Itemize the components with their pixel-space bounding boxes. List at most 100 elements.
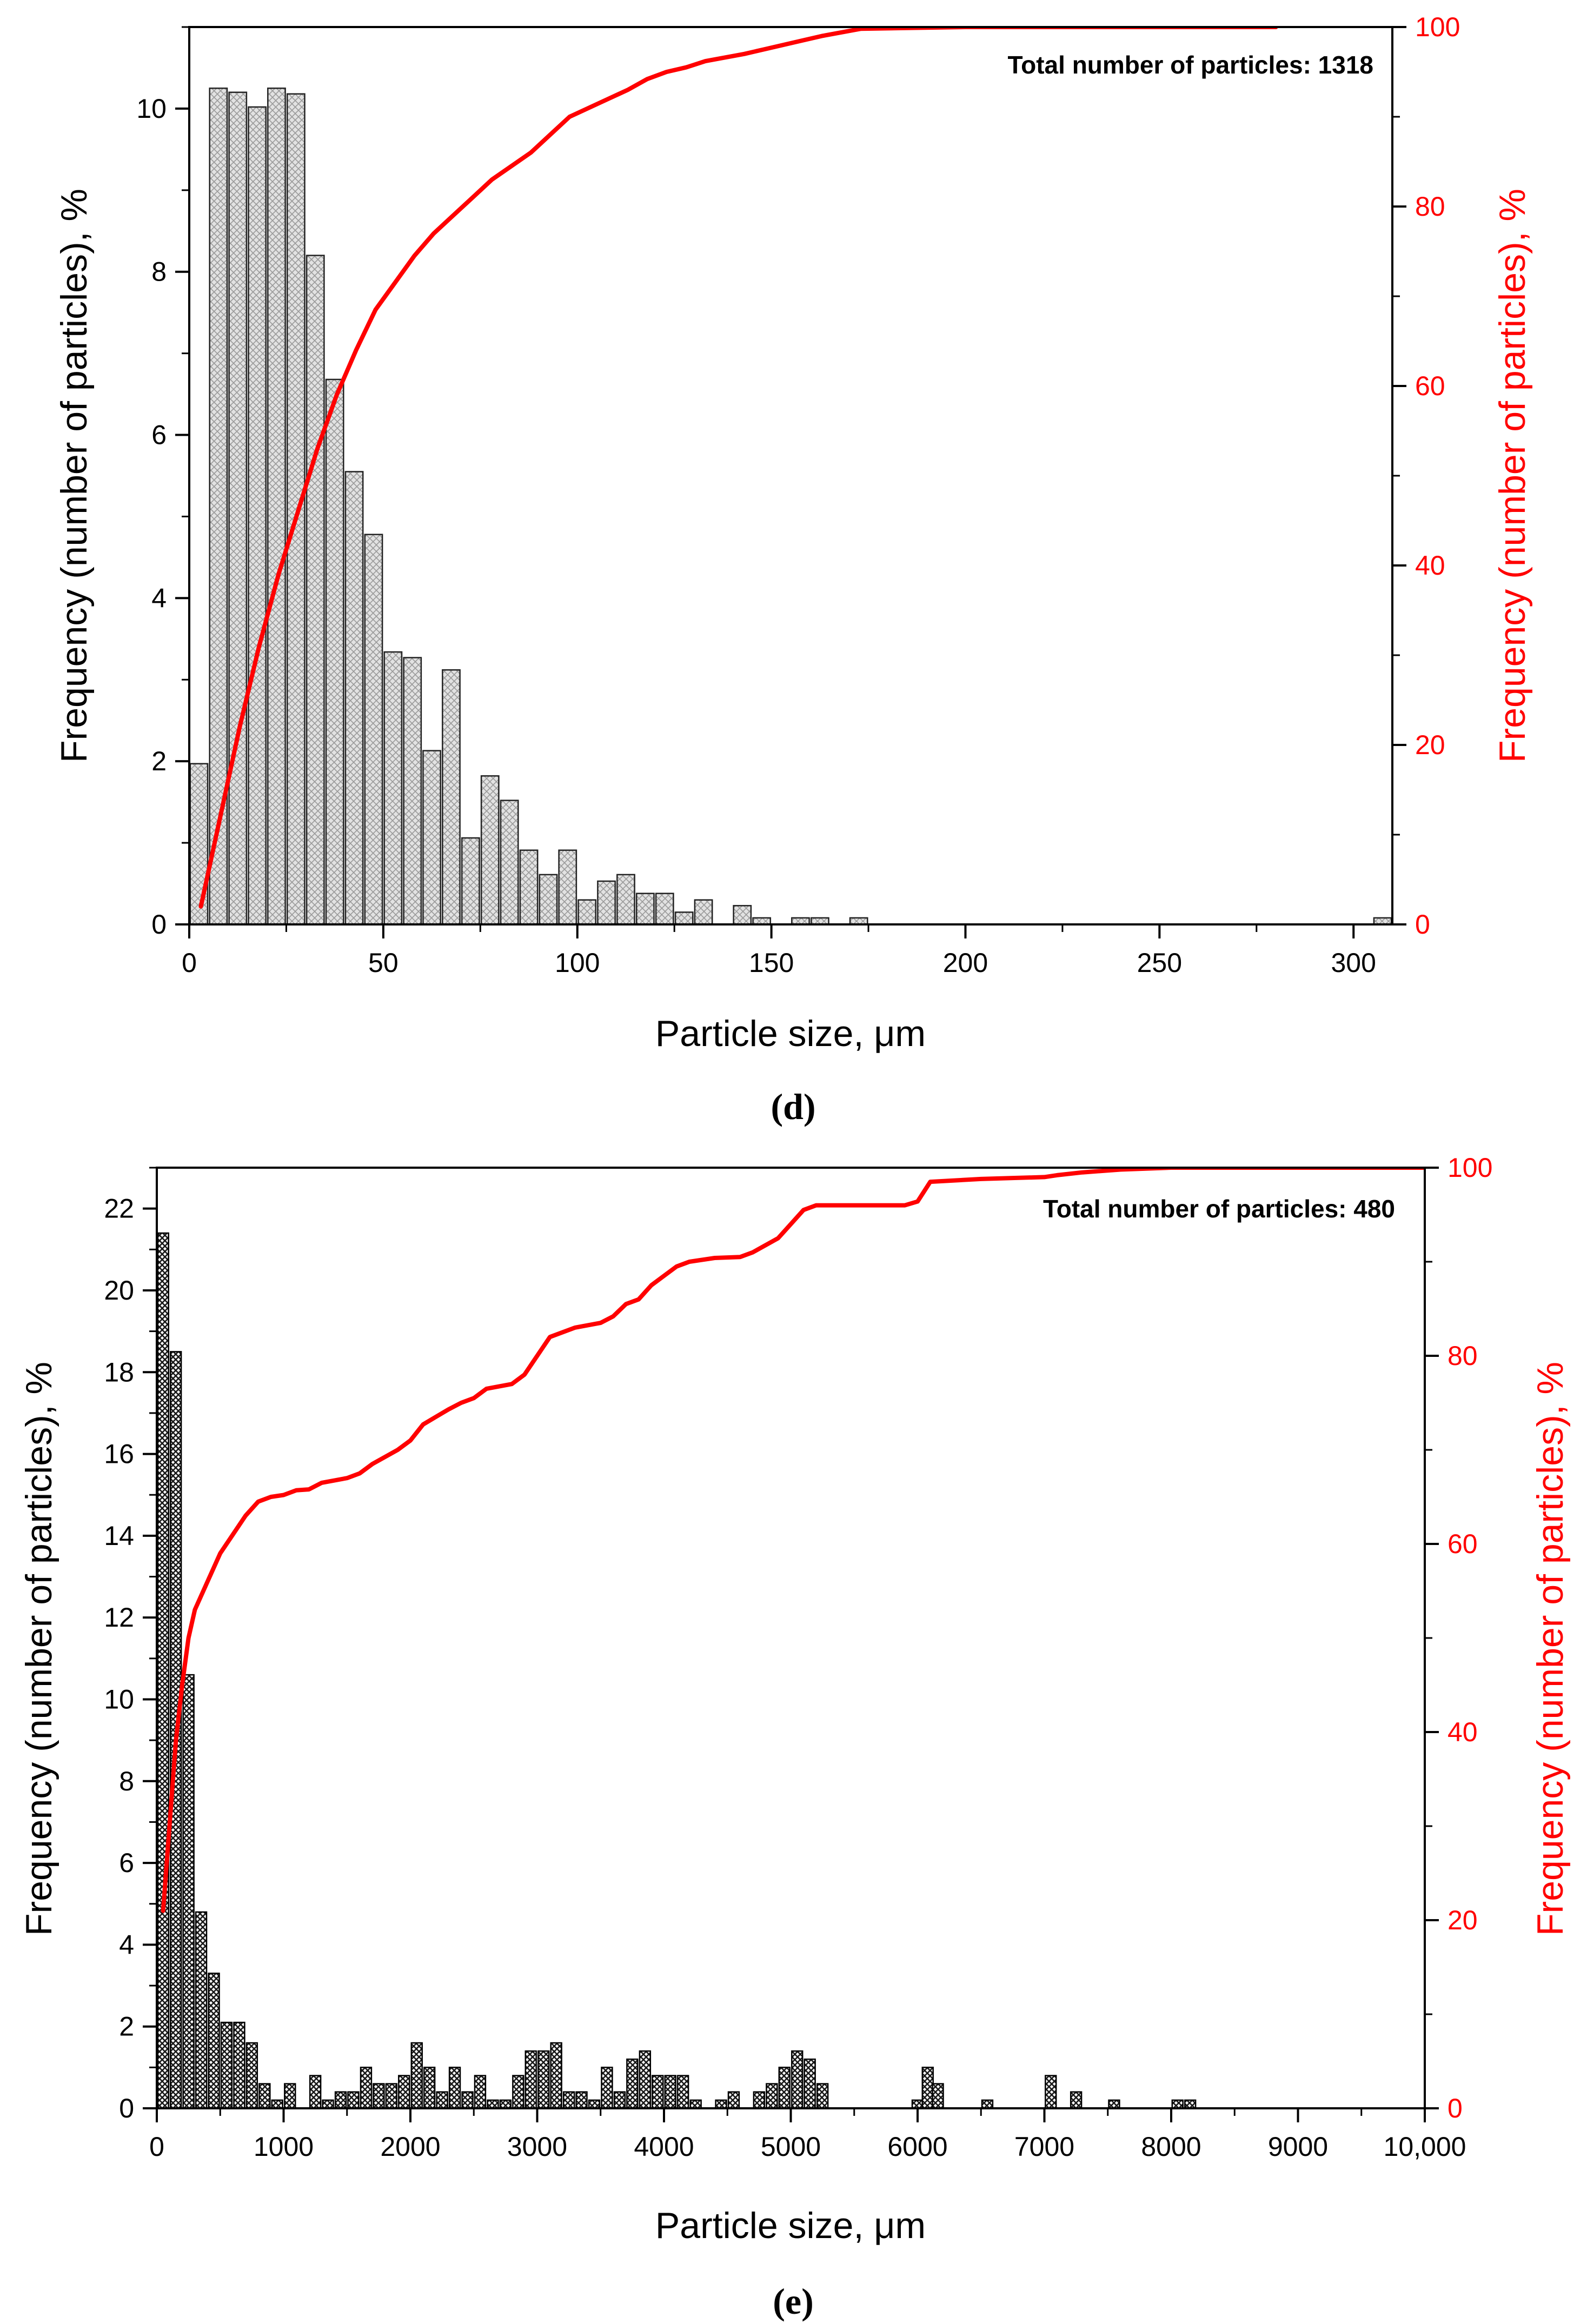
d-bar-14 — [461, 837, 480, 925]
d-bar-6 — [306, 255, 325, 925]
e-bar-28 — [524, 2050, 537, 2109]
e-xtick-label-0: 0 — [149, 2132, 164, 2162]
e-cumulative-line — [161, 1168, 1425, 1913]
d-bar-10 — [383, 651, 403, 925]
e-bar-43 — [727, 2091, 740, 2109]
d-bar-2 — [228, 91, 248, 925]
e-ytick-label-1: 2 — [119, 2012, 134, 2042]
e-axes: 0 1000 2000 3000 4000 5000 6000 7000 8000 9000 10,… — [104, 1153, 1492, 2162]
e-xtick-label-4: 4000 — [634, 2132, 694, 2162]
e-y2tick-label-1: 20 — [1447, 1905, 1478, 1935]
e-bar-20 — [423, 2067, 436, 2109]
d-bar-17 — [519, 849, 539, 925]
e-xtick-label-5: 5000 — [761, 2132, 821, 2162]
d-bar-27 — [733, 905, 752, 925]
d-xtick-label-6: 300 — [1331, 948, 1376, 978]
e-ytick-label-11: 22 — [104, 1194, 134, 1224]
e-bar-17 — [385, 2083, 398, 2109]
e-y2tick-label-0: 0 — [1447, 2093, 1463, 2123]
d-bar-15 — [480, 775, 500, 925]
e-bar-39 — [664, 2075, 676, 2109]
e-ytick-label-8: 16 — [104, 1439, 134, 1469]
d-y2label: Frequency (number of particles), % — [1492, 189, 1533, 763]
d-ytick-label-0: 0 — [151, 909, 167, 940]
d-bar-21 — [597, 880, 616, 925]
d-bar-0 — [189, 763, 209, 925]
e-bar-52 — [932, 2083, 944, 2109]
d-bar-16 — [500, 800, 519, 925]
d-bar-20 — [577, 899, 597, 925]
e-bar-50 — [911, 2099, 924, 2109]
e-bar-35 — [613, 2091, 626, 2109]
e-bar-4 — [208, 1973, 220, 2109]
d-y2tick-label-4: 80 — [1415, 191, 1445, 222]
e-xtick-label-6: 6000 — [887, 2132, 947, 2162]
e-xtick-label-2: 2000 — [380, 2132, 440, 2162]
e-bar-21 — [436, 2091, 448, 2109]
e-bar-58 — [1184, 2099, 1197, 2109]
d-bar-9 — [364, 534, 383, 925]
d-xtick-label-4: 200 — [943, 948, 988, 978]
d-y2tick-label-5: 100 — [1415, 12, 1460, 42]
e-bar-51 — [921, 2067, 934, 2109]
d-bar-5 — [286, 93, 306, 925]
e-bar-14 — [347, 2091, 360, 2109]
e-bar-5 — [220, 2021, 233, 2109]
e-bar-27 — [512, 2075, 524, 2109]
d-bar-24 — [655, 893, 674, 925]
d-bar-12 — [422, 750, 441, 925]
e-ytick-label-9: 18 — [104, 1357, 134, 1387]
d-ytick-label-4: 8 — [151, 257, 167, 287]
e-bar-41 — [689, 2099, 702, 2109]
e-bar-19 — [410, 2042, 423, 2109]
d-bar-4 — [267, 87, 286, 925]
e-bar-24 — [474, 2075, 487, 2109]
e-xtick-label-10: 10,000 — [1384, 2132, 1466, 2162]
e-cumulative-layer — [161, 1168, 1425, 1913]
d-bar-7 — [325, 378, 344, 925]
e-bar-49 — [816, 2083, 829, 2109]
d-panel-label: (d) — [771, 1086, 815, 1127]
d-bar-19 — [558, 849, 577, 925]
e-ytick-label-4: 8 — [119, 1766, 134, 1796]
d-y2tick-label-2: 40 — [1415, 550, 1445, 581]
e-ytick-label-5: 10 — [104, 1684, 134, 1714]
e-bar-0 — [157, 1232, 169, 2109]
e-bar-33 — [588, 2099, 601, 2109]
e-bar-44 — [753, 2091, 766, 2109]
e-ytick-label-2: 4 — [119, 1929, 134, 1960]
d-ytick-label-3: 6 — [151, 420, 167, 450]
e-bar-40 — [676, 2075, 689, 2109]
e-bar-9 — [271, 2099, 283, 2109]
e-bar-2 — [182, 1674, 195, 2109]
e-bar-32 — [575, 2091, 588, 2109]
d-bar-8 — [344, 471, 364, 925]
e-bar-31 — [562, 2091, 575, 2109]
d-y2tick-label-0: 0 — [1415, 909, 1430, 940]
e-bar-3 — [195, 1911, 208, 2109]
e-bar-22 — [448, 2067, 461, 2109]
e-bar-26 — [499, 2099, 512, 2109]
d-bar-26 — [694, 899, 713, 925]
d-y2tick-label-1: 20 — [1415, 730, 1445, 760]
e-ytick-label-10: 20 — [104, 1275, 134, 1306]
d-xtick-label-0: 0 — [182, 948, 197, 978]
e-xtick-label-8: 8000 — [1141, 2132, 1201, 2162]
e-bar-10 — [284, 2083, 296, 2109]
d-xtick-label-3: 150 — [749, 948, 794, 978]
e-bar-48 — [804, 2058, 816, 2109]
e-y2tick-label-4: 80 — [1447, 1341, 1478, 1371]
e-bar-23 — [461, 2091, 474, 2109]
e-annotation: Total number of particles: 480 — [1043, 1195, 1395, 1223]
e-xtick-label-9: 9000 — [1268, 2132, 1328, 2162]
e-ylabel: Frequency (number of particles), % — [18, 1362, 59, 1936]
e-ytick-label-7: 14 — [104, 1521, 134, 1551]
d-bar-3 — [248, 106, 267, 925]
d-bar-25 — [674, 911, 694, 925]
d-bar-23 — [635, 893, 655, 925]
e-panel-label: (e) — [773, 2281, 813, 2322]
e-xtick-label-3: 3000 — [507, 2132, 567, 2162]
e-bar-6 — [233, 2021, 245, 2109]
d-bars — [189, 87, 1392, 925]
